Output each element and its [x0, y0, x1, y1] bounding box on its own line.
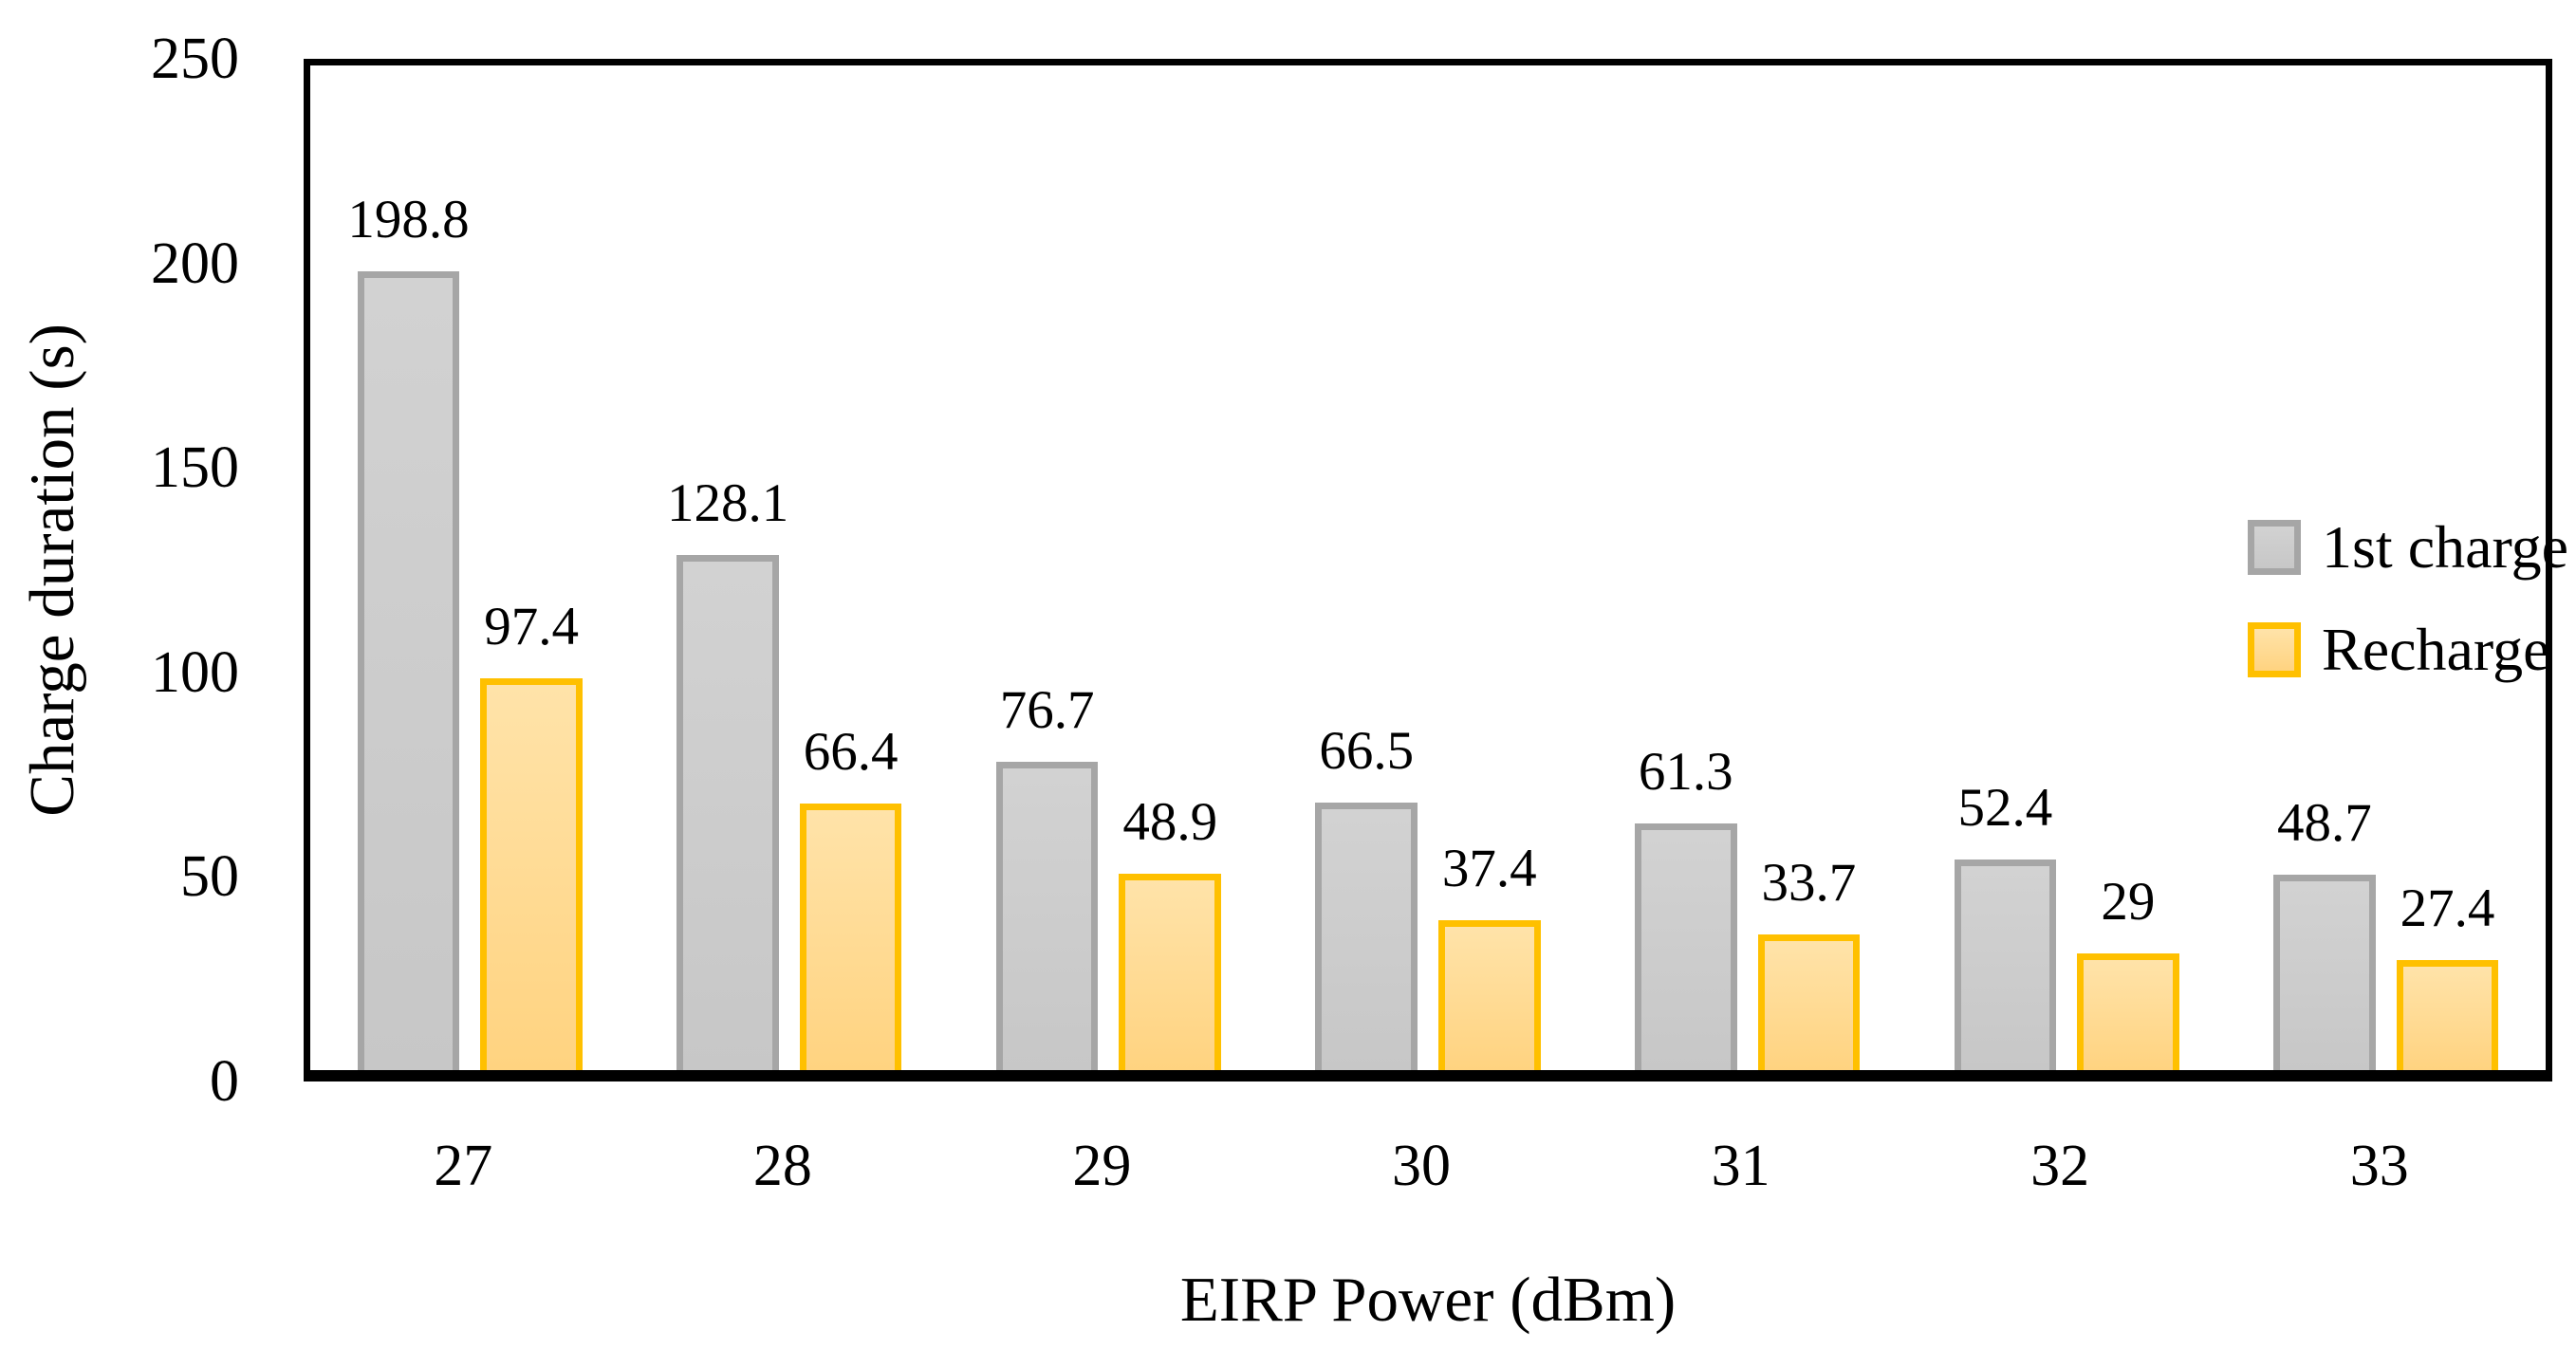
x-tick-label-33: 33 — [2349, 1134, 2409, 1198]
bar-first-charge-32 — [1954, 860, 2057, 1070]
legend-item-first-charge: 1st charge — [2248, 509, 2568, 585]
bar-first-charge-30 — [1315, 803, 1418, 1070]
x-tick-label-27: 27 — [434, 1134, 493, 1198]
y-tick-label-150: 150 — [151, 435, 239, 501]
x-tick-label-29: 29 — [1072, 1134, 1132, 1198]
data-label-recharge-33: 27.4 — [2400, 878, 2495, 938]
legend-swatch-first-charge — [2248, 520, 2301, 575]
x-tick-label-32: 32 — [2030, 1134, 2090, 1198]
bar-recharge-32 — [2077, 953, 2179, 1070]
data-label-first-charge-28: 128.1 — [666, 473, 789, 534]
x-axis-title: EIRP Power (dBm) — [1179, 1265, 1677, 1335]
bar-first-charge-31 — [1634, 823, 1737, 1070]
x-tick-label-30: 30 — [1392, 1134, 1451, 1198]
data-label-recharge-28: 66.4 — [803, 721, 899, 782]
bar-first-charge-29 — [995, 762, 1099, 1070]
data-label-recharge-30: 37.4 — [1441, 838, 1537, 898]
data-label-first-charge-31: 61.3 — [1638, 742, 1733, 803]
legend-swatch-recharge — [2248, 622, 2301, 677]
y-axis-tick-labels: 0 50 100 150 200 250 — [0, 27, 239, 1114]
data-label-recharge-27: 97.4 — [484, 597, 579, 657]
legend-label-first-charge: 1st charge — [2322, 513, 2569, 581]
legend-label-recharge: Recharge — [2322, 616, 2550, 683]
data-label-first-charge-29: 76.7 — [999, 680, 1095, 741]
bar-recharge-30 — [1437, 919, 1541, 1070]
bar-recharge-33 — [2396, 959, 2499, 1070]
y-tick-label-250: 250 — [151, 27, 239, 91]
y-tick-label-100: 100 — [151, 639, 239, 705]
data-label-first-charge-30: 66.5 — [1319, 721, 1415, 782]
bar-first-charge-28 — [676, 555, 779, 1070]
bar-recharge-28 — [799, 803, 902, 1070]
y-tick-label-200: 200 — [151, 231, 239, 296]
bar-first-charge-27 — [357, 270, 460, 1070]
plot-area: 198.8 97.4 128.1 66.4 76.7 48.9 66.5 37.4 61.3 33… — [304, 59, 2568, 1081]
legend: 1st charge Recharge — [2248, 509, 2568, 714]
data-label-first-charge-33: 48.7 — [2277, 792, 2372, 853]
y-tick-label-50: 50 — [180, 844, 239, 910]
data-label-recharge-32: 29 — [2101, 872, 2156, 933]
bar-recharge-29 — [1119, 873, 1222, 1070]
data-label-recharge-31: 33.7 — [1761, 853, 1857, 914]
data-label-first-charge-27: 198.8 — [347, 189, 470, 250]
y-tick-label-0: 0 — [210, 1049, 239, 1114]
bar-first-charge-33 — [2273, 874, 2376, 1070]
bar-recharge-31 — [1757, 934, 1861, 1070]
data-label-first-charge-32: 52.4 — [1957, 778, 2053, 839]
data-label-recharge-29: 48.9 — [1122, 791, 1218, 852]
x-tick-label-31: 31 — [1711, 1134, 1770, 1198]
legend-item-recharge: Recharge — [2248, 612, 2568, 688]
bar-recharge-27 — [480, 678, 583, 1070]
bars-container: 198.8 97.4 128.1 66.4 76.7 48.9 66.5 37.4 61.3 33… — [310, 65, 2546, 1070]
x-axis-tick-labels: 27 28 29 30 31 32 33 — [304, 1093, 2552, 1216]
x-tick-label-28: 28 — [752, 1134, 812, 1198]
